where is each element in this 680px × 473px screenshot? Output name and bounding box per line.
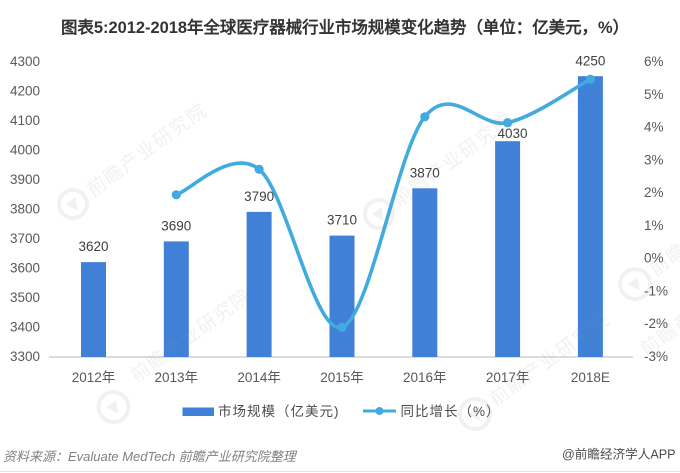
svg-text:3790: 3790 bbox=[244, 189, 274, 204]
svg-text:3710: 3710 bbox=[327, 213, 357, 228]
svg-text:3500: 3500 bbox=[10, 290, 40, 305]
svg-text:2014年: 2014年 bbox=[237, 370, 281, 385]
svg-text:4030: 4030 bbox=[497, 126, 527, 141]
svg-text:3870: 3870 bbox=[410, 165, 440, 180]
svg-text:5%: 5% bbox=[644, 87, 664, 102]
svg-text:4100: 4100 bbox=[10, 113, 40, 128]
svg-text:资料来源：Evaluate MedTech 前瞻产业研究院整: 资料来源：Evaluate MedTech 前瞻产业研究院整理 bbox=[3, 449, 298, 464]
svg-text:4300: 4300 bbox=[10, 54, 40, 69]
svg-text:3%: 3% bbox=[644, 152, 664, 167]
svg-text:2%: 2% bbox=[644, 185, 664, 200]
svg-text:4%: 4% bbox=[644, 120, 664, 135]
svg-text:3900: 3900 bbox=[10, 172, 40, 187]
svg-text:4000: 4000 bbox=[10, 143, 40, 158]
svg-text:2017年: 2017年 bbox=[486, 370, 530, 385]
svg-text:-1%: -1% bbox=[644, 283, 668, 298]
svg-text:3800: 3800 bbox=[10, 202, 40, 217]
svg-text:2018E: 2018E bbox=[571, 370, 610, 385]
svg-text:2012年: 2012年 bbox=[72, 370, 116, 385]
svg-text:1%: 1% bbox=[644, 218, 664, 233]
svg-text:4200: 4200 bbox=[10, 84, 40, 99]
svg-text:4250: 4250 bbox=[575, 53, 605, 68]
svg-text:-2%: -2% bbox=[644, 316, 668, 331]
svg-text:3700: 3700 bbox=[10, 231, 40, 246]
svg-text:-3%: -3% bbox=[644, 349, 668, 364]
svg-text:3300: 3300 bbox=[10, 349, 40, 364]
svg-text:市场规模（亿美元): 市场规模（亿美元) bbox=[218, 403, 340, 419]
svg-text:0%: 0% bbox=[644, 251, 664, 266]
svg-text:3690: 3690 bbox=[161, 219, 191, 234]
svg-text:3620: 3620 bbox=[78, 239, 108, 254]
svg-text:2016年: 2016年 bbox=[403, 370, 447, 385]
svg-text:2015年: 2015年 bbox=[320, 370, 364, 385]
svg-text:图表5:2012-2018年全球医疗器械行业市场规模变化趋势: 图表5:2012-2018年全球医疗器械行业市场规模变化趋势（单位：亿美元，%） bbox=[61, 18, 629, 37]
svg-text:@前瞻经济学人APP: @前瞻经济学人APP bbox=[562, 447, 676, 462]
svg-text:2013年: 2013年 bbox=[155, 370, 199, 385]
svg-text:3600: 3600 bbox=[10, 261, 40, 276]
svg-text:同比增长（%）: 同比增长（%） bbox=[401, 404, 501, 419]
svg-text:6%: 6% bbox=[644, 54, 664, 69]
svg-text:3400: 3400 bbox=[10, 320, 40, 335]
